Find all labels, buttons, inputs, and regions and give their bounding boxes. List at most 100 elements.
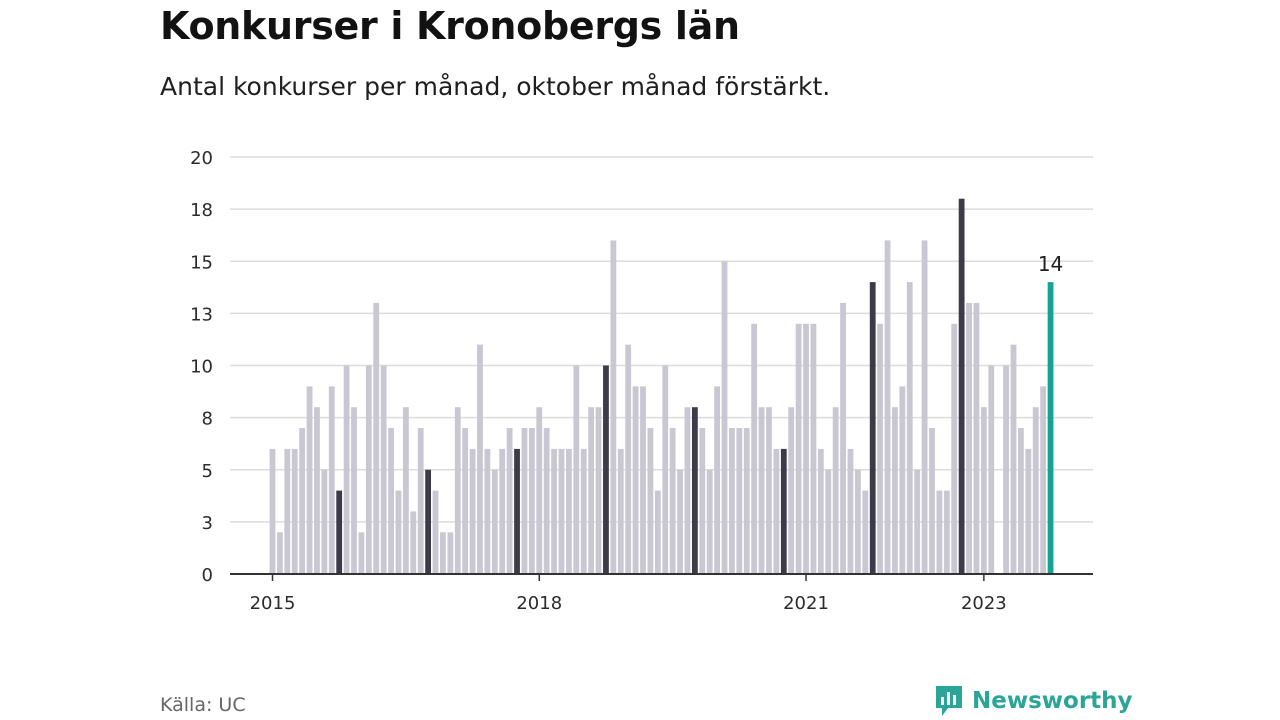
bar <box>929 428 935 574</box>
x-axis <box>230 573 1093 581</box>
bar <box>788 407 795 574</box>
bar <box>1025 448 1032 574</box>
bar <box>306 386 313 574</box>
bar-october <box>780 448 787 574</box>
x-tick-label: 2015 <box>250 593 296 614</box>
bar <box>573 365 580 574</box>
bar <box>721 261 728 574</box>
bar-october <box>691 407 698 574</box>
bar <box>499 448 506 574</box>
bar <box>580 448 587 574</box>
bar <box>847 448 854 574</box>
bar <box>484 448 491 574</box>
bar <box>840 302 846 574</box>
bar <box>988 365 995 574</box>
bar <box>417 428 424 574</box>
bar <box>617 448 624 574</box>
bar <box>447 532 454 574</box>
chart-title: Konkurser i Kronobergs län <box>160 4 740 48</box>
bar <box>936 490 943 574</box>
bar <box>825 469 832 574</box>
bar <box>966 302 972 574</box>
bar <box>277 532 283 574</box>
bar <box>729 428 735 574</box>
bar <box>506 428 513 574</box>
bar <box>373 302 380 574</box>
bar <box>1018 428 1024 574</box>
bar <box>647 428 654 574</box>
x-tick-label: 2018 <box>516 593 562 614</box>
y-tick-label: 3 <box>202 513 213 534</box>
y-tick-label: 13 <box>190 304 213 325</box>
bar <box>291 448 298 574</box>
y-tick-label: 10 <box>190 357 213 378</box>
bar <box>299 428 306 574</box>
bar <box>951 323 958 574</box>
bar <box>854 469 861 574</box>
latest-value-label: 14 <box>1038 252 1063 276</box>
bar <box>884 240 891 574</box>
bar <box>566 448 572 574</box>
bar <box>380 365 387 574</box>
bar <box>899 386 906 574</box>
bar <box>662 365 669 574</box>
bar <box>943 490 950 574</box>
bar <box>440 532 446 574</box>
bar <box>758 407 765 574</box>
bar <box>588 407 595 574</box>
bar <box>832 407 839 574</box>
bar <box>892 407 898 574</box>
bar <box>351 407 357 574</box>
bar <box>654 490 661 574</box>
bar <box>388 428 394 574</box>
bar <box>358 532 365 574</box>
bar-october <box>869 282 876 574</box>
bar <box>269 448 276 574</box>
chart-subtitle: Antal konkurser per månad, oktober månad… <box>160 72 831 101</box>
bar <box>677 469 683 574</box>
bar <box>810 323 817 574</box>
bar <box>625 344 632 574</box>
bar <box>551 448 557 574</box>
bar-october <box>425 469 432 574</box>
bar <box>862 490 869 574</box>
bar <box>751 323 758 574</box>
bar <box>773 448 780 574</box>
bar <box>469 448 476 574</box>
bar <box>610 240 617 574</box>
bar <box>699 428 706 574</box>
y-tick-label: 20 <box>190 148 213 169</box>
bar <box>328 386 335 574</box>
bar <box>906 282 913 574</box>
bar <box>684 407 691 574</box>
x-tick-label: 2023 <box>961 593 1007 614</box>
bar-october <box>514 448 520 574</box>
bar <box>477 344 483 574</box>
bar <box>543 428 550 574</box>
bar <box>1003 365 1009 574</box>
bar <box>817 448 824 574</box>
bar <box>462 428 469 574</box>
y-tick-label: 0 <box>202 565 213 586</box>
bar <box>877 323 884 574</box>
y-tick-label: 8 <box>202 409 213 430</box>
brand-name: Newsworthy <box>972 688 1133 714</box>
newsworthy-logo-icon <box>936 686 962 716</box>
bar <box>521 428 528 574</box>
brand-logo: Newsworthy <box>934 684 1133 718</box>
bar <box>714 386 720 574</box>
bar <box>284 448 291 574</box>
bars <box>269 198 1054 574</box>
bar <box>669 428 676 574</box>
bar <box>632 386 639 574</box>
bar <box>1032 407 1039 574</box>
bar <box>973 302 980 574</box>
y-tick-label: 18 <box>190 200 213 221</box>
y-tick-label: 5 <box>202 461 213 482</box>
bar-october <box>336 490 343 574</box>
bar <box>536 407 543 574</box>
bar <box>736 428 743 574</box>
bar <box>314 407 320 574</box>
bar <box>402 407 409 574</box>
